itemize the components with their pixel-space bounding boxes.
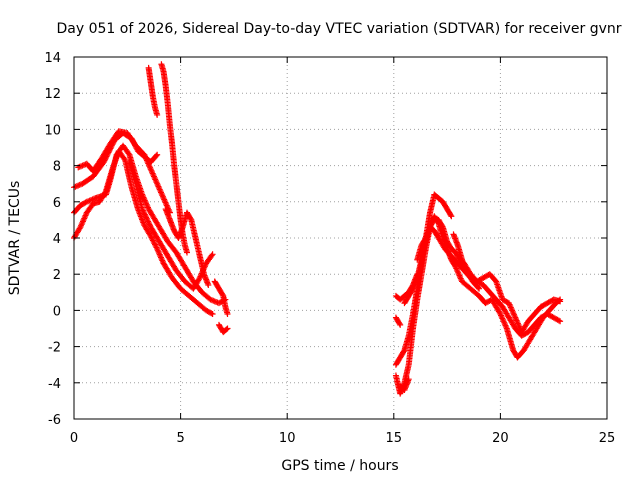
data-point <box>447 212 454 219</box>
data-point <box>146 221 153 228</box>
y-tick-label: 6 <box>53 196 61 211</box>
series-track-i <box>211 278 231 318</box>
y-tick-label: 10 <box>44 123 61 138</box>
data-point <box>223 326 230 333</box>
y-axis-label: SDTVAR / TECUs <box>7 181 23 296</box>
y-tick-label: -2 <box>48 341 61 356</box>
data-point <box>183 249 190 256</box>
y-tick-label: -6 <box>48 413 61 428</box>
data-point <box>557 318 564 325</box>
data-point <box>555 317 562 324</box>
y-tick-label: 2 <box>53 268 61 283</box>
data-point <box>153 152 160 159</box>
data-point <box>154 111 161 118</box>
y-tick-label: -4 <box>48 377 61 392</box>
series-track-k <box>392 213 564 397</box>
data-point <box>139 207 146 214</box>
axis-ticks: 0 5 10 15 20 25 -6 -4 -2 0 2 4 6 8 10 12 14 <box>44 51 615 446</box>
series-track-p <box>392 314 404 328</box>
series-track-d <box>75 128 173 216</box>
data-point <box>400 348 407 355</box>
data-point <box>140 208 147 215</box>
data-point <box>448 213 455 220</box>
data-point <box>102 189 109 196</box>
data-point <box>396 320 403 327</box>
x-tick-label: 10 <box>279 431 296 446</box>
y-tick-label: 8 <box>53 160 61 175</box>
data-point <box>139 206 146 213</box>
data-point <box>142 213 149 220</box>
data-point <box>476 285 483 292</box>
series-track-c <box>71 148 216 318</box>
data-point <box>557 298 564 305</box>
data-point <box>144 217 151 224</box>
y-tick-label: 4 <box>53 232 61 247</box>
x-tick-label: 15 <box>386 431 403 446</box>
data-point <box>219 291 226 298</box>
x-tick-label: 25 <box>599 431 616 446</box>
data-point <box>405 376 412 383</box>
series-track-q <box>397 376 412 394</box>
x-tick-label: 5 <box>176 431 184 446</box>
data-point <box>125 150 132 157</box>
series-track-l <box>392 191 455 368</box>
data-point <box>414 271 421 278</box>
y-tick-label: 12 <box>44 87 61 102</box>
data-point <box>145 218 152 225</box>
data-point <box>143 215 150 222</box>
series-track-e <box>126 158 216 292</box>
data-point <box>224 311 231 318</box>
data-point <box>209 251 216 258</box>
data-point <box>154 151 161 158</box>
y-tick-label: 14 <box>44 51 61 66</box>
chart-title: Day 051 of 2026, Sidereal Day-to-day VTE… <box>56 21 621 37</box>
data-point <box>205 282 212 289</box>
series-track-j <box>215 321 231 336</box>
data-point <box>439 222 446 229</box>
data-point <box>143 214 150 221</box>
series-track-f <box>145 64 161 118</box>
x-tick-label: 0 <box>70 431 78 446</box>
data-marks <box>71 61 564 397</box>
data-point <box>209 311 216 318</box>
data-point <box>145 219 152 226</box>
data-point <box>141 210 148 217</box>
data-point <box>475 284 482 291</box>
x-tick-label: 20 <box>492 431 509 446</box>
series-track-o <box>392 271 421 303</box>
data-point <box>208 252 215 259</box>
data-point <box>82 199 89 206</box>
x-axis-label: GPS time / hours <box>281 458 398 474</box>
series-track-h <box>162 206 212 289</box>
series-track-r <box>450 231 483 292</box>
data-point <box>187 215 194 222</box>
y-tick-label: 0 <box>53 304 61 319</box>
data-point <box>397 321 404 328</box>
data-point <box>121 155 128 162</box>
data-point <box>224 325 231 332</box>
data-point <box>208 310 215 317</box>
data-point <box>141 211 148 218</box>
